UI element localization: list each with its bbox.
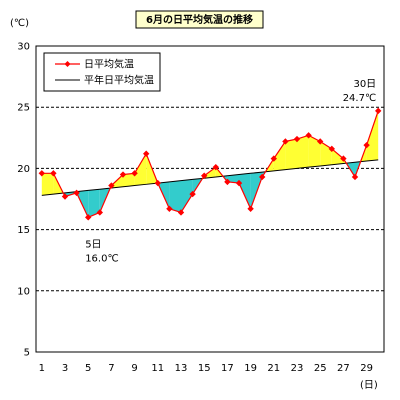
below-normal-fill bbox=[227, 174, 239, 184]
daily-temperature-point bbox=[189, 190, 196, 198]
above-normal-fill bbox=[331, 148, 344, 165]
x-tick-label: 13 bbox=[175, 363, 188, 374]
x-tick-label: 21 bbox=[267, 363, 280, 374]
daily-temperature-point bbox=[143, 150, 150, 157]
y-tick-label: 30 bbox=[17, 42, 30, 53]
daily-temperature-point bbox=[224, 178, 231, 186]
annotations: 5日 16.0℃ 30日 24.7℃ bbox=[85, 79, 376, 264]
x-tick-label: 17 bbox=[221, 363, 234, 374]
legend-normal-label: 平年日平均気温 bbox=[84, 74, 154, 87]
daily-temperature-point bbox=[305, 132, 312, 139]
below-normal-fill bbox=[169, 180, 181, 213]
below-normal-fill bbox=[239, 173, 251, 209]
daily-temperature-point bbox=[154, 179, 161, 187]
daily-temperature-point bbox=[166, 205, 173, 212]
legend-actual-marker-swatch bbox=[64, 61, 71, 67]
x-tick-label: 7 bbox=[108, 363, 114, 374]
difference-fill-areas bbox=[41, 110, 379, 218]
y-axis-unit-label: (℃) bbox=[10, 18, 29, 29]
daily-temperature-point bbox=[270, 155, 277, 162]
daily-temperature-point bbox=[375, 107, 382, 115]
daily-temperature-point bbox=[177, 209, 185, 216]
above-normal-fill bbox=[366, 110, 379, 162]
y-tick-label: 20 bbox=[17, 164, 30, 175]
above-normal-fill bbox=[41, 173, 54, 196]
chart-title-group: 6月の日平均気温の推移 bbox=[135, 10, 264, 29]
above-normal-fill bbox=[273, 141, 286, 171]
x-tick-label: 3 bbox=[62, 363, 68, 374]
normal-temperature-line bbox=[41, 159, 379, 196]
daily-temperature-point bbox=[61, 193, 69, 200]
legend-actual-label: 日平均気温 bbox=[84, 58, 134, 71]
above-normal-fill bbox=[308, 135, 321, 168]
y-tick-label: 10 bbox=[17, 286, 30, 297]
daily-temperature-point bbox=[340, 155, 347, 162]
x-tick-label: 29 bbox=[360, 363, 373, 374]
below-normal-fill bbox=[88, 189, 100, 218]
daily-temperature-point bbox=[201, 172, 208, 179]
daily-temperature-markers bbox=[38, 107, 382, 221]
daily-temperature-point bbox=[50, 170, 57, 177]
normal-temperature-polyline bbox=[41, 159, 379, 196]
x-tick-labels: 1 3 5 7 9 11 13 15 17 19 21 23 25 27 29 bbox=[39, 363, 373, 374]
x-tick-label: 19 bbox=[244, 363, 257, 374]
daily-temperature-point bbox=[119, 171, 127, 178]
x-tick-label: 5 bbox=[85, 363, 91, 374]
x-tick-label: 25 bbox=[314, 363, 327, 374]
x-axis-unit-label: (日) bbox=[360, 380, 378, 391]
plot-area-frame bbox=[35, 45, 385, 353]
annotation-value-label: 16.0℃ bbox=[85, 253, 119, 264]
daily-temperature-point bbox=[96, 209, 103, 216]
x-tick-label: 1 bbox=[39, 363, 45, 374]
below-normal-fill bbox=[181, 179, 193, 213]
daily-temperature-point bbox=[212, 163, 219, 171]
legend-box bbox=[43, 52, 161, 92]
annotation-day-label: 5日 bbox=[85, 239, 101, 250]
x-tick-label: 27 bbox=[337, 363, 350, 374]
above-normal-fill bbox=[123, 173, 135, 187]
daily-temperature-point bbox=[235, 179, 243, 187]
y-tick-labels: 5 10 15 20 25 30 bbox=[17, 42, 30, 359]
y-tick-label: 25 bbox=[17, 103, 30, 114]
daily-temperature-point bbox=[293, 135, 301, 143]
x-tick-label: 23 bbox=[291, 363, 304, 374]
annotation-day-label: 30日 bbox=[353, 79, 376, 90]
daily-temperature-point bbox=[363, 141, 370, 149]
x-tick-label: 15 bbox=[198, 363, 211, 374]
daily-temperature-point bbox=[259, 173, 266, 181]
y-tick-label: 5 bbox=[24, 348, 30, 359]
y-tick-label: 15 bbox=[17, 225, 30, 236]
above-normal-fill bbox=[134, 153, 147, 186]
daily-temperature-point bbox=[73, 189, 80, 197]
daily-temperature-point bbox=[328, 145, 335, 153]
legend: 日平均気温 平年日平均気温 bbox=[43, 52, 161, 92]
daily-temperature-point bbox=[38, 170, 45, 177]
chart-title: 6月の日平均気温の推移 bbox=[146, 13, 253, 26]
annotation-value-label: 24.7℃ bbox=[343, 93, 377, 104]
x-tick-label: 11 bbox=[151, 363, 164, 374]
daily-temperature-point bbox=[85, 214, 92, 221]
x-tick-label: 9 bbox=[131, 363, 137, 374]
chart-title-box bbox=[135, 10, 264, 29]
daily-temperature-point bbox=[131, 170, 138, 177]
daily-temperature-point bbox=[282, 138, 289, 145]
daily-temperature-point bbox=[351, 173, 359, 181]
grid-lines bbox=[36, 106, 384, 292]
daily-temperature-point bbox=[247, 205, 254, 212]
above-normal-fill bbox=[297, 135, 309, 169]
daily-temperature-point bbox=[317, 138, 324, 145]
above-normal-fill bbox=[285, 139, 297, 170]
daily-temperature-point bbox=[108, 182, 115, 189]
